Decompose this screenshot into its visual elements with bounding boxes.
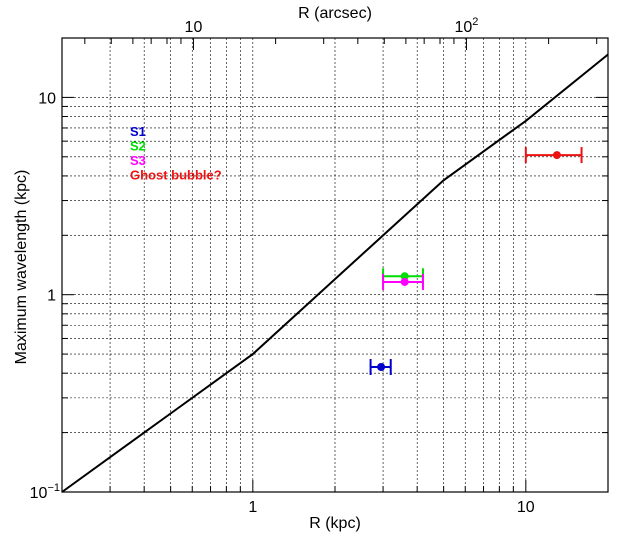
data-point-group — [524, 147, 583, 164]
x-tick-label: 10 — [517, 499, 535, 516]
x-tick-label: 1 — [248, 499, 257, 516]
y-tick-label: 1 — [47, 288, 56, 305]
top-x-tick-label: 102 — [454, 16, 478, 36]
legend-entry: S2 — [130, 139, 146, 154]
x-axis-label: R (kpc) — [309, 515, 361, 532]
tick-labels: 1 10 10−1 1 10 10 102 — [30, 16, 535, 516]
legend-entry: S3 — [130, 153, 146, 168]
top-x-tick-label: 10 — [185, 19, 203, 36]
axis-ticks — [61, 37, 609, 493]
data-points — [369, 147, 583, 376]
data-point — [400, 272, 409, 281]
grid-lines — [61, 37, 609, 493]
legend-entry: Ghost bubble? — [130, 168, 222, 183]
top-x-axis-label: R (arcsec) — [298, 5, 372, 22]
max-wavelength-curve — [61, 53, 609, 493]
y-axis-label: Maximum wavelength (kpc) — [13, 170, 30, 365]
legend-entry: S1 — [130, 124, 146, 139]
data-point — [377, 363, 386, 372]
data-point — [400, 277, 409, 286]
y-tick-label: 10−1 — [30, 482, 60, 502]
data-point-group — [369, 359, 392, 376]
data-point-group — [382, 273, 424, 290]
data-point — [552, 151, 561, 160]
y-tick-label: 10 — [38, 90, 56, 107]
